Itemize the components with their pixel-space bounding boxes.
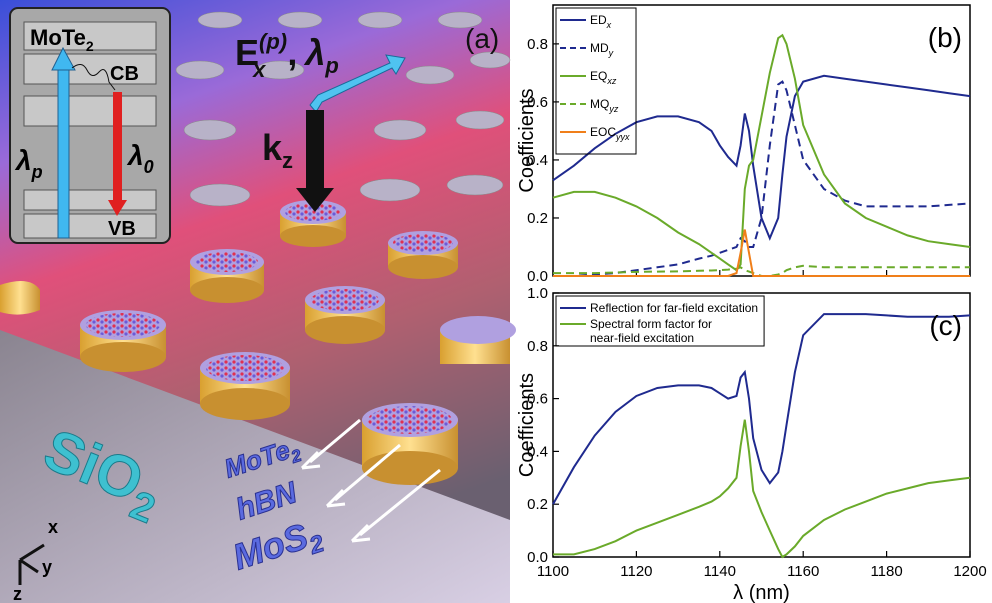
legend-line: Spectral form factor for [590, 317, 712, 331]
illustration: MoTe2 CB VB λp λ0 E(p)x,λp kz (a) SiO2 M… [0, 0, 516, 603]
x-tick-label: 1120 [620, 563, 652, 580]
y-tick-label: 0.2 [527, 496, 548, 513]
label-sub: 0 [144, 157, 154, 177]
x-tick-label: 1200 [953, 563, 986, 580]
label: λ [303, 32, 325, 73]
label-sup: (p) [259, 29, 287, 54]
x-tick-label: 1180 [870, 563, 902, 580]
panel-label: (a) [465, 23, 499, 54]
legend-name: ED [590, 13, 607, 27]
axis-z: z [13, 584, 22, 603]
inset: MoTe2 CB VB λp λ0 [10, 8, 170, 243]
y-axis-title: Coefficients [516, 88, 538, 192]
legend-name: EOC [590, 125, 616, 139]
label-sub: 2 [86, 38, 94, 54]
cb-label: CB [110, 63, 139, 85]
label-sub: z [282, 148, 293, 173]
legend-name: MD [590, 41, 609, 55]
y-axis-title: Coefficients [516, 373, 538, 477]
separator: , [287, 32, 297, 73]
y-tick-label: 0.0 [527, 268, 548, 285]
figure: MoTe2 CB VB λp λ0 E(p)x,λp kz (a) SiO2 M… [0, 0, 992, 603]
label: MoTe [30, 25, 86, 50]
legend-sub: yyx [615, 132, 630, 142]
vb-label: VB [108, 218, 136, 240]
inset-title: MoTe2 [30, 25, 94, 54]
legend-label: Reflection for far-field excitation [590, 301, 758, 315]
y-tick-label: 0.8 [527, 36, 548, 53]
x-tick-label: 1100 [537, 563, 569, 580]
y-tick-label: 1.0 [527, 285, 548, 302]
x-axis-title: λ (nm) [733, 582, 790, 603]
label-sub: x [252, 57, 266, 82]
x-tick-label: 1160 [787, 563, 819, 580]
label: λ [126, 140, 144, 171]
y-tick-label: 0.8 [527, 338, 548, 355]
y-tick-label: 0.2 [527, 210, 548, 227]
legend-sub: y [608, 48, 614, 58]
axis-x: x [48, 517, 58, 537]
label: k [262, 127, 283, 168]
legend-name: MQ [590, 97, 609, 111]
chart: 0.00.20.40.60.8EDxMDyEQxzMQyzEOCyyx(b)Co… [516, 5, 970, 285]
panel-label: (b) [928, 22, 962, 53]
legend-sub: yz [608, 104, 619, 114]
label-sub: p [31, 162, 43, 182]
axis-y: y [42, 557, 52, 577]
x-tick-label: 1140 [704, 563, 736, 580]
panel-label: (c) [929, 310, 962, 341]
legend-name: EQ [590, 69, 607, 83]
label-sub: p [324, 53, 338, 78]
label: λ [14, 145, 32, 176]
legend-sub: x [606, 20, 612, 30]
legend-sub: xz [606, 76, 617, 86]
legend-line: near-field excitation [590, 331, 694, 345]
legend-name: Reflection for far-field excitation [590, 301, 758, 315]
